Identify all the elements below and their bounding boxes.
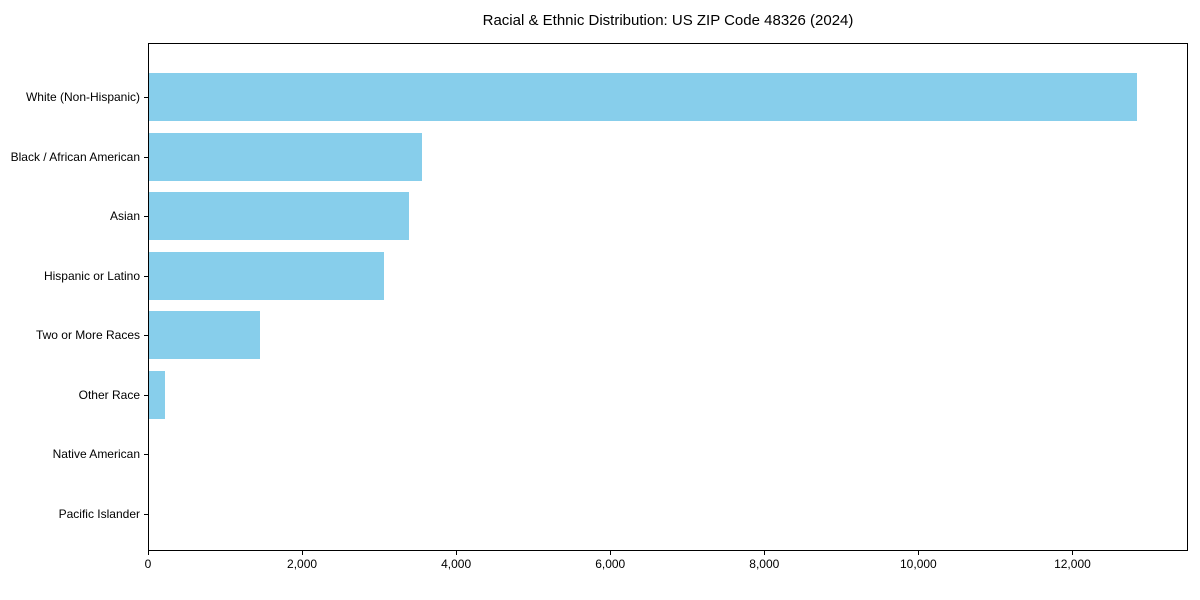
x-tick-label: 10,000: [900, 557, 937, 571]
bar-asian: [149, 192, 409, 240]
y-tick-mark: [144, 97, 148, 98]
x-tick-label: 4,000: [441, 557, 472, 571]
bar-two-or-more-races: [149, 311, 260, 359]
y-tick-mark: [144, 216, 148, 217]
x-tick-label: 6,000: [595, 557, 626, 571]
x-tick-mark: [610, 551, 612, 555]
y-tick-label-two-or-more-races: Two or More Races: [35, 328, 140, 342]
x-tick-label: 0: [144, 557, 152, 571]
x-tick-label: 2,000: [287, 557, 318, 571]
bar-hispanic-or-latino: [149, 251, 384, 300]
y-tick-label-asian: Asian: [109, 209, 140, 223]
x-tick-mark: [764, 551, 766, 555]
y-tick-label-white-non-hispanic: White (Non-Hispanic): [25, 90, 140, 104]
x-tick-mark: [148, 551, 149, 555]
x-tick-mark: [302, 551, 304, 555]
y-tick-mark: [144, 514, 148, 515]
y-tick-label-native-american: Native American: [52, 447, 140, 461]
y-tick-label-black-african-american: Black / African American: [10, 149, 140, 164]
bar-other-race: [149, 370, 166, 419]
y-tick-label-pacific-islander: Pacific Islander: [58, 506, 140, 521]
y-tick-label-hispanic-or-latino: Hispanic or Latino: [43, 268, 140, 283]
y-tick-label-other-race: Other Race: [78, 387, 140, 402]
plot-area: [148, 43, 1188, 551]
y-tick-mark: [144, 395, 148, 396]
y-tick-mark: [144, 157, 148, 158]
bar-white-non-hispanic: [149, 73, 1137, 121]
bar-black-african-american: [149, 132, 423, 181]
x-tick-label: 8,000: [749, 557, 780, 571]
x-tick-mark: [918, 551, 920, 555]
x-tick-mark: [1072, 551, 1074, 555]
y-tick-mark: [144, 335, 148, 336]
y-tick-mark: [144, 454, 148, 455]
x-tick-mark: [456, 551, 458, 555]
x-tick-label: 12,000: [1054, 557, 1091, 571]
y-tick-mark: [144, 276, 148, 277]
chart-title: Racial & Ethnic Distribution: US ZIP Cod…: [482, 12, 854, 29]
